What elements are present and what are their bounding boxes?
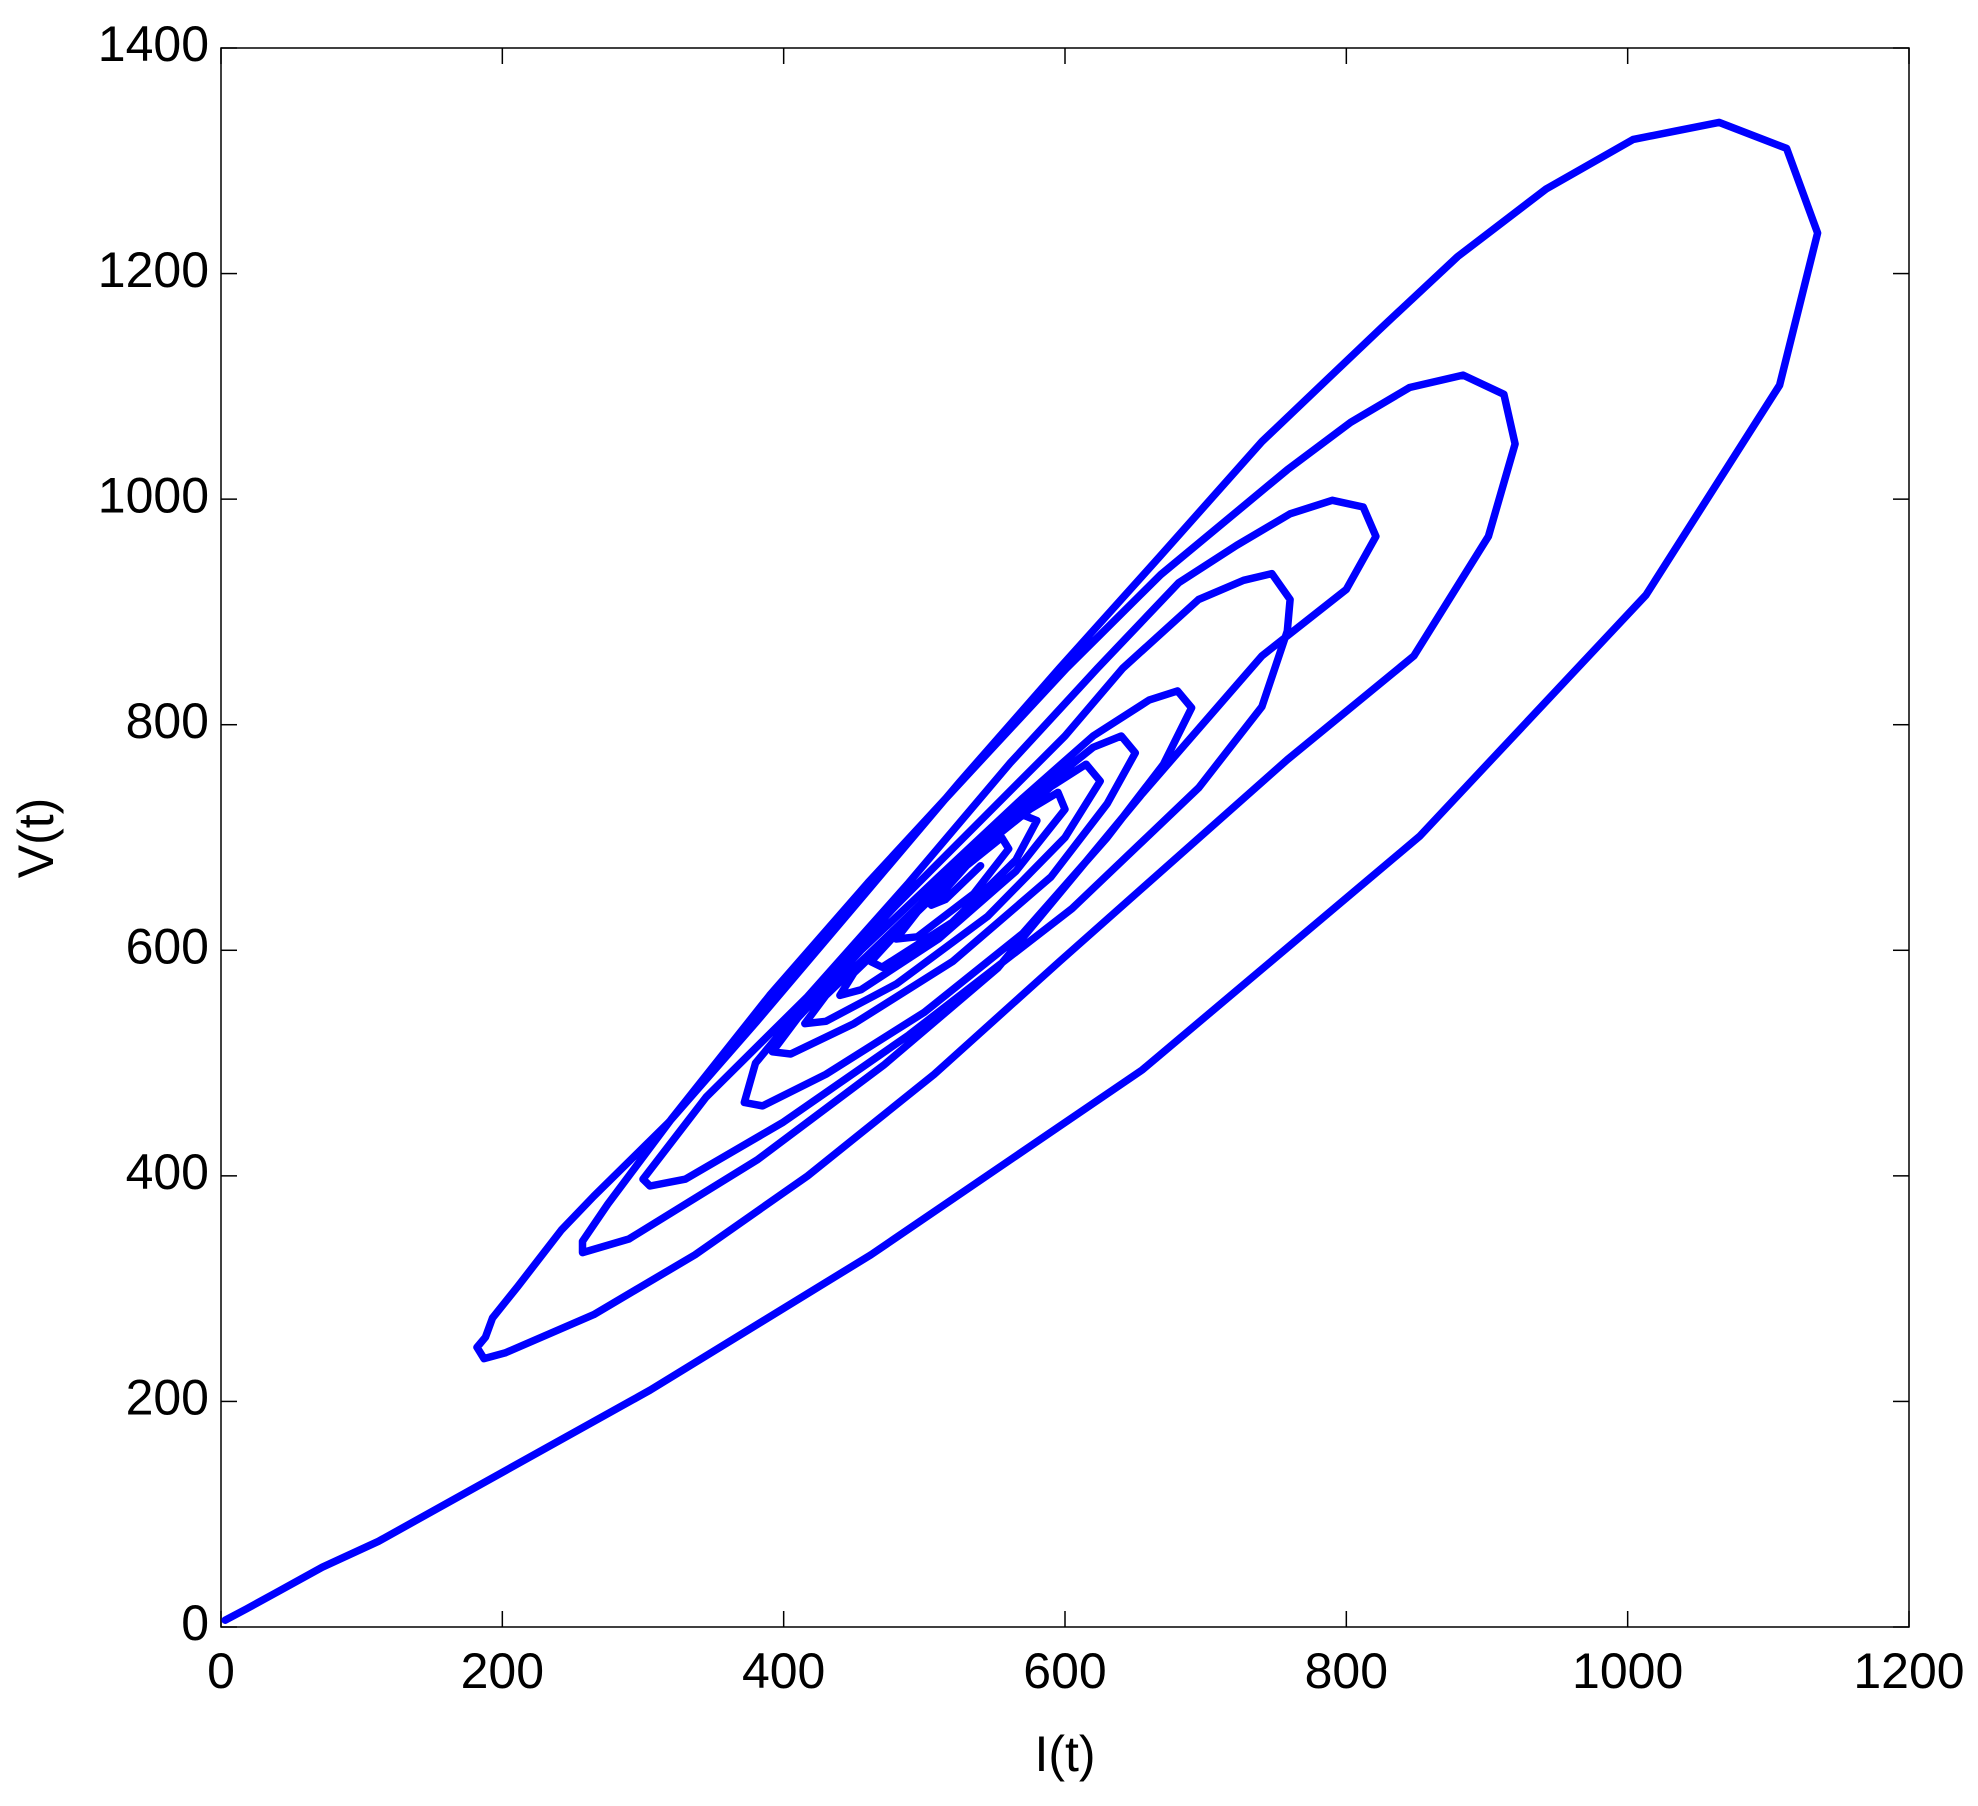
x-tick-label: 1000 [1572, 1643, 1683, 1699]
x-tick-label: 200 [461, 1643, 544, 1699]
y-tick-label: 1400 [98, 16, 209, 72]
y-axis-label: V(t) [8, 798, 64, 879]
y-tick-label: 1000 [98, 467, 209, 523]
x-tick-label: 0 [207, 1643, 235, 1699]
trajectory-line [221, 118, 1822, 1624]
x-tick-label: 1200 [1853, 1643, 1964, 1699]
y-tick-label: 400 [126, 1144, 209, 1200]
y-tick-label: 1200 [98, 242, 209, 298]
x-tick-label: 600 [1023, 1643, 1106, 1699]
y-tick-label: 200 [126, 1370, 209, 1426]
y-tick-label: 0 [181, 1595, 209, 1651]
x-tick-label: 400 [742, 1643, 825, 1699]
x-axis-label: I(t) [1034, 1726, 1095, 1782]
x-tick-label: 800 [1305, 1643, 1388, 1699]
y-tick-label: 600 [126, 918, 209, 974]
y-tick-label: 800 [126, 693, 209, 749]
